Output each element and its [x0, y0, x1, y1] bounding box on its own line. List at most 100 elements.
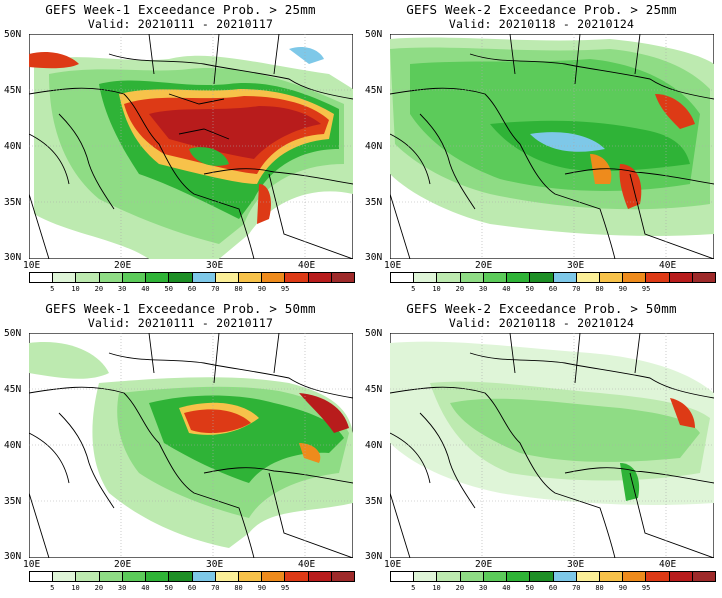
lon-label-20e: 20E: [114, 260, 132, 271]
colorbar-tick-label: 40: [502, 285, 511, 293]
panel-valid-date: Valid: 20210111 - 20210117: [87, 17, 274, 31]
colorbar-tick-label: 50: [525, 584, 534, 592]
colorbar-tick-label: 5: [411, 584, 416, 592]
lat-label-45n: 45N: [365, 384, 383, 395]
colorbar-swatch: [414, 273, 438, 282]
colorbar-swatch: [483, 572, 508, 581]
colorbar-tick-label: 90: [257, 285, 267, 293]
colorbar-swatch: [215, 572, 239, 581]
colorbar-tick-label: 80: [234, 285, 243, 293]
panel-valid-date: Valid: 20210118 - 20210124: [448, 316, 635, 330]
lon-label-40e: 40E: [298, 260, 316, 271]
colorbar-tick-label: 60: [187, 285, 197, 293]
colorbar-labels: 5 10 20 30 40 50 60 70 80 90 95: [390, 584, 716, 594]
colorbar-swatch: [437, 273, 461, 282]
lat-label-30n: 30N: [4, 252, 22, 263]
colorbar-tick-label: 80: [595, 584, 604, 592]
colorbar-tick-label: 60: [548, 584, 558, 592]
colorbar-swatch: [285, 572, 309, 581]
colorbar-swatch: [460, 572, 484, 581]
lat-label-30n: 30N: [4, 551, 22, 562]
colorbar-swatch: [169, 572, 193, 581]
colorbar-swatch: [646, 273, 670, 282]
lat-label-45n: 45N: [4, 384, 22, 395]
lat-label-35n: 35N: [365, 197, 383, 208]
colorbar-tick-label: 20: [94, 584, 104, 592]
colorbar-swatch: [553, 273, 577, 282]
colorbar: [29, 571, 355, 582]
colorbar-labels: 5 10 20 30 40 50 60 70 80 90 95: [29, 584, 355, 594]
colorbar-swatch: [391, 273, 415, 282]
colorbar-swatch: [262, 572, 286, 581]
colorbar-swatch: [122, 273, 147, 282]
colorbar-swatch: [99, 273, 123, 282]
lon-label-10e: 10E: [384, 260, 402, 271]
colorbar-tick-label: 70: [211, 285, 220, 293]
colorbar-swatch: [623, 572, 647, 581]
lat-label-45n: 45N: [365, 85, 383, 96]
colorbar-swatch: [215, 273, 239, 282]
lon-label-10e: 10E: [23, 260, 41, 271]
colorbar-tick-label: 5: [411, 285, 416, 293]
colorbar-swatch: [507, 572, 531, 581]
colorbar-tick-label: 50: [164, 285, 173, 293]
colorbar-swatch: [76, 572, 100, 581]
colorbar-swatch: [262, 273, 286, 282]
colorbar-swatch: [669, 572, 693, 581]
colorbar-tick-label: 10: [71, 584, 80, 592]
colorbar-labels: 5 10 20 30 40 50 60 70 80 90 95: [390, 285, 716, 295]
lat-label-50n: 50N: [4, 328, 22, 339]
lon-label-30e: 30E: [567, 260, 585, 271]
probability-map: [29, 34, 353, 259]
lat-label-40n: 40N: [365, 440, 383, 451]
colorbar-swatch: [122, 572, 147, 581]
colorbar-swatch: [576, 572, 600, 581]
colorbar-swatch: [530, 273, 554, 282]
lon-label-20e: 20E: [114, 559, 132, 570]
colorbar-swatch: [692, 572, 716, 581]
colorbar-swatch: [238, 572, 263, 581]
colorbar-tick-label: 90: [618, 584, 628, 592]
colorbar-swatch: [391, 572, 415, 581]
probability-map: [390, 333, 714, 558]
colorbar: [390, 272, 716, 283]
panel-valid-date: Valid: 20210118 - 20210124: [448, 17, 635, 31]
colorbar-swatch: [530, 572, 554, 581]
colorbar-swatch: [437, 572, 461, 581]
lon-label-10e: 10E: [23, 559, 41, 570]
lon-label-30e: 30E: [567, 559, 585, 570]
colorbar-tick-label: 60: [548, 285, 558, 293]
colorbar-swatch: [483, 273, 508, 282]
colorbar: [390, 571, 716, 582]
colorbar-swatch: [507, 273, 531, 282]
colorbar-swatch: [146, 572, 170, 581]
map-panel-week2-50mm: GEFS Week-2 Exceedance Prob. > 50mm Vali…: [361, 299, 722, 598]
colorbar-tick-label: 70: [211, 584, 220, 592]
colorbar-swatch: [30, 572, 54, 581]
lat-label-50n: 50N: [365, 29, 383, 40]
lat-label-45n: 45N: [4, 85, 22, 96]
colorbar-swatch: [331, 273, 355, 282]
panel-title: GEFS Week-2 Exceedance Prob. > 50mm: [406, 301, 677, 316]
colorbar-swatch: [308, 572, 332, 581]
map-panel-week1-25mm: GEFS Week-1 Exceedance Prob. > 25mm Vali…: [0, 0, 361, 299]
colorbar-tick-label: 95: [641, 285, 651, 293]
colorbar-tick-label: 40: [502, 584, 511, 592]
colorbar-tick-label: 90: [618, 285, 628, 293]
panel-valid-date: Valid: 20210111 - 20210117: [87, 316, 274, 330]
colorbar-tick-label: 50: [525, 285, 534, 293]
colorbar-swatch: [30, 273, 54, 282]
lat-label-30n: 30N: [365, 252, 383, 263]
map-panel-week2-25mm: GEFS Week-2 Exceedance Prob. > 25mm Vali…: [361, 0, 722, 299]
colorbar-swatch: [192, 572, 216, 581]
colorbar-swatch: [599, 273, 624, 282]
lat-label-40n: 40N: [4, 141, 22, 152]
colorbar-tick-label: 70: [572, 584, 581, 592]
colorbar-tick-label: 10: [432, 285, 441, 293]
colorbar-swatch: [623, 273, 647, 282]
colorbar-tick-label: 95: [641, 584, 651, 592]
probability-map: [29, 333, 353, 558]
colorbar-tick-label: 40: [141, 285, 150, 293]
colorbar-labels: 5 10 20 30 40 50 60 70 80 90 95: [29, 285, 355, 295]
lat-label-35n: 35N: [365, 496, 383, 507]
